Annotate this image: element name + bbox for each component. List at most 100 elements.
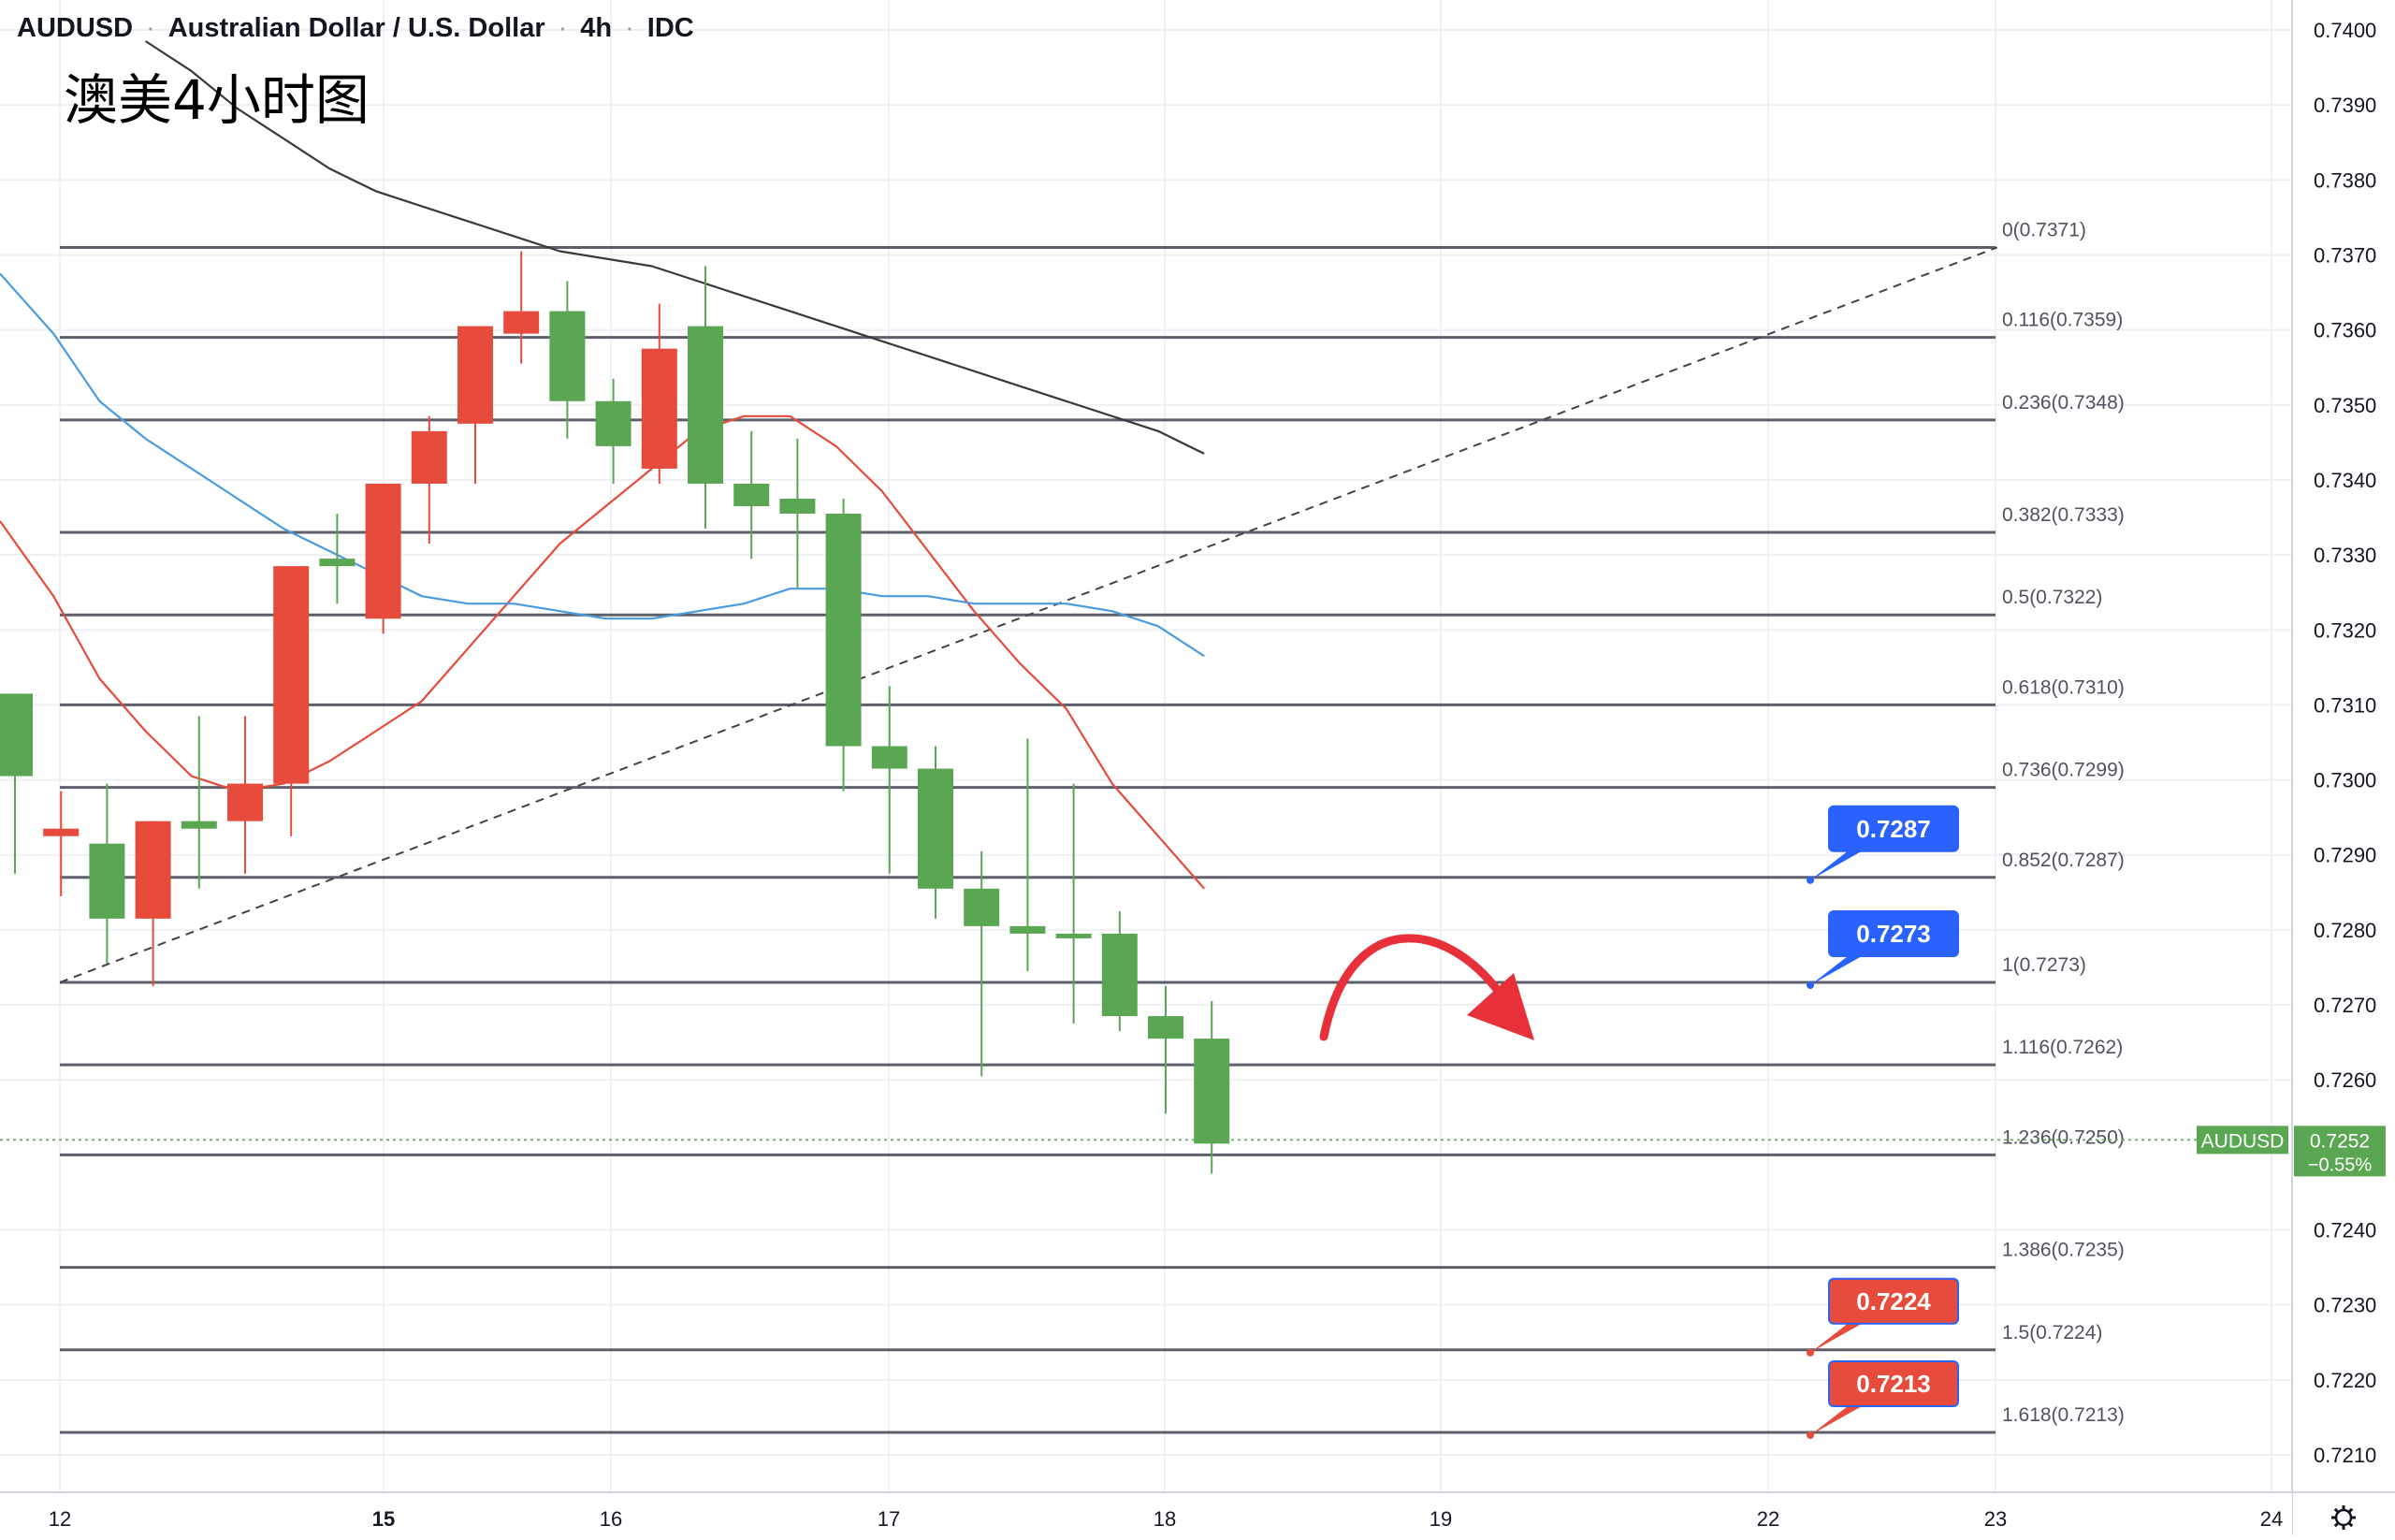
fib-level-label: 1(0.7273) [2002,954,2086,976]
price-callout[interactable]: 0.7213 [1807,1359,1959,1439]
y-tick-label: 0.7330 [2314,544,2376,567]
forecast-arrow [1319,934,1534,1041]
callout-box [1828,1277,1959,1325]
price-axis-bg [2292,0,2395,1535]
ma-fast-line [0,414,1206,890]
y-tick-label: 0.7370 [2314,243,2376,267]
candle [1009,738,1046,971]
callout-value: 0.7224 [1856,1287,1931,1315]
candle [89,783,125,964]
candle [319,514,356,604]
candle-body [319,559,356,567]
price-callout[interactable]: 0.7273 [1807,910,1959,990]
candle-body [135,821,171,919]
gear-icon-tooth [2333,1507,2340,1514]
fib-level-label: 0(0.7371) [2002,219,2086,240]
candle-body [227,783,263,821]
candle [43,791,80,896]
candle [1194,1001,1230,1174]
y-tick-label: 0.7360 [2314,319,2376,342]
x-tick-label: 19 [1430,1507,1452,1531]
candle [688,266,723,530]
y-tick-label: 0.7340 [2314,469,2376,492]
candle-body [365,483,401,619]
candle [181,716,217,889]
y-tick-label: 0.7270 [2314,994,2376,1017]
callout-anchor [1807,1348,1814,1357]
y-tick-label: 0.7240 [2314,1219,2376,1242]
candle-body [595,400,631,446]
fib-level-label: 0.236(0.7348) [2002,392,2125,414]
candle-body [503,311,540,334]
candle-body [181,821,217,829]
y-tick-label: 0.7350 [2314,394,2376,417]
candle-body [549,311,586,401]
candle [135,821,171,987]
candles [0,251,1230,1174]
candle [273,566,310,836]
gear-icon[interactable] [2331,1505,2356,1530]
candle-body [411,430,447,484]
x-tick-label: 24 [2260,1507,2283,1531]
candle [595,378,631,484]
symbol-tag-text: AUDUSD [2201,1130,2285,1152]
callout-anchor [1807,876,1814,884]
price-tag-value: 0.7252 [2310,1130,2370,1152]
price-callouts: 0.7287 0.7273 0.7224 0.7213 [1807,805,1959,1439]
x-tick-label: 18 [1154,1507,1176,1531]
fib-level-label: 1.116(0.7262) [2002,1037,2123,1058]
y-tick-label: 0.7310 [2314,693,2376,717]
candle [549,281,586,439]
price-tag-box [2294,1126,2386,1177]
callout-box [1828,805,1959,852]
candle-body [43,828,80,836]
fib-level-label: 1.236(0.7250) [2002,1126,2125,1148]
candle [964,850,1000,1077]
price-callout[interactable]: 0.7224 [1807,1277,1959,1357]
price-callout[interactable]: 0.7287 [1807,805,1959,884]
y-tick-label: 0.7320 [2314,618,2376,642]
candle [733,430,770,559]
callout-anchor [1807,1431,1814,1439]
candle [1055,783,1092,1024]
forecast-arrow-curve [1319,934,1516,1041]
symbol-header[interactable]: AUDUSD · Australian Dollar / U.S. Dollar · 4… [17,13,707,44]
forecast-arrow-head [1467,973,1534,1040]
gear-icon-tooth [2347,1521,2354,1528]
overlay-title: 澳美4小时图 [64,68,370,132]
candle-body [733,483,770,507]
symbol-code[interactable]: AUDUSD [17,13,134,43]
candle [365,483,401,634]
fib-level-label: 0.618(0.7310) [2002,676,2125,698]
candle [871,686,907,874]
callout-value: 0.7273 [1856,920,1931,948]
interval-label[interactable]: 4h [580,13,613,43]
moving-averages [0,40,1206,890]
x-tick-label: 15 [372,1507,395,1531]
callout-anchor [1807,981,1814,990]
candle-body [641,348,677,469]
candle-body [964,888,1000,926]
x-tick-label: 23 [1984,1507,2007,1531]
callout-pointer [1810,1405,1862,1435]
candle-body [1101,933,1138,1017]
y-tick-label: 0.7220 [2314,1369,2376,1392]
candle [1101,910,1138,1032]
symbol-tag-box [2197,1126,2288,1155]
fib-level-label: 0.116(0.7359) [2002,310,2123,331]
candle-body [825,514,862,747]
candle [779,438,816,589]
fib-level-label: 0.852(0.7287) [2002,850,2125,871]
candle-body [1009,925,1046,934]
candle-body [89,843,125,919]
candle-body [871,746,907,769]
fib-level-label: 1.618(0.7213) [2002,1404,2125,1426]
y-tick-label: 0.7380 [2314,168,2376,192]
x-tick-label: 22 [1757,1507,1779,1531]
symbol-name: Australian Dollar / U.S. Dollar [167,13,545,43]
candle [825,498,862,792]
candle [411,415,447,545]
